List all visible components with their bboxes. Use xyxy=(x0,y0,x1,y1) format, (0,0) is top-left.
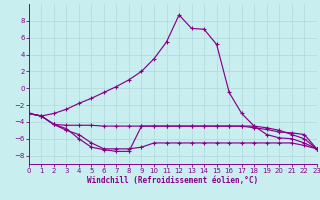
X-axis label: Windchill (Refroidissement éolien,°C): Windchill (Refroidissement éolien,°C) xyxy=(87,176,258,185)
